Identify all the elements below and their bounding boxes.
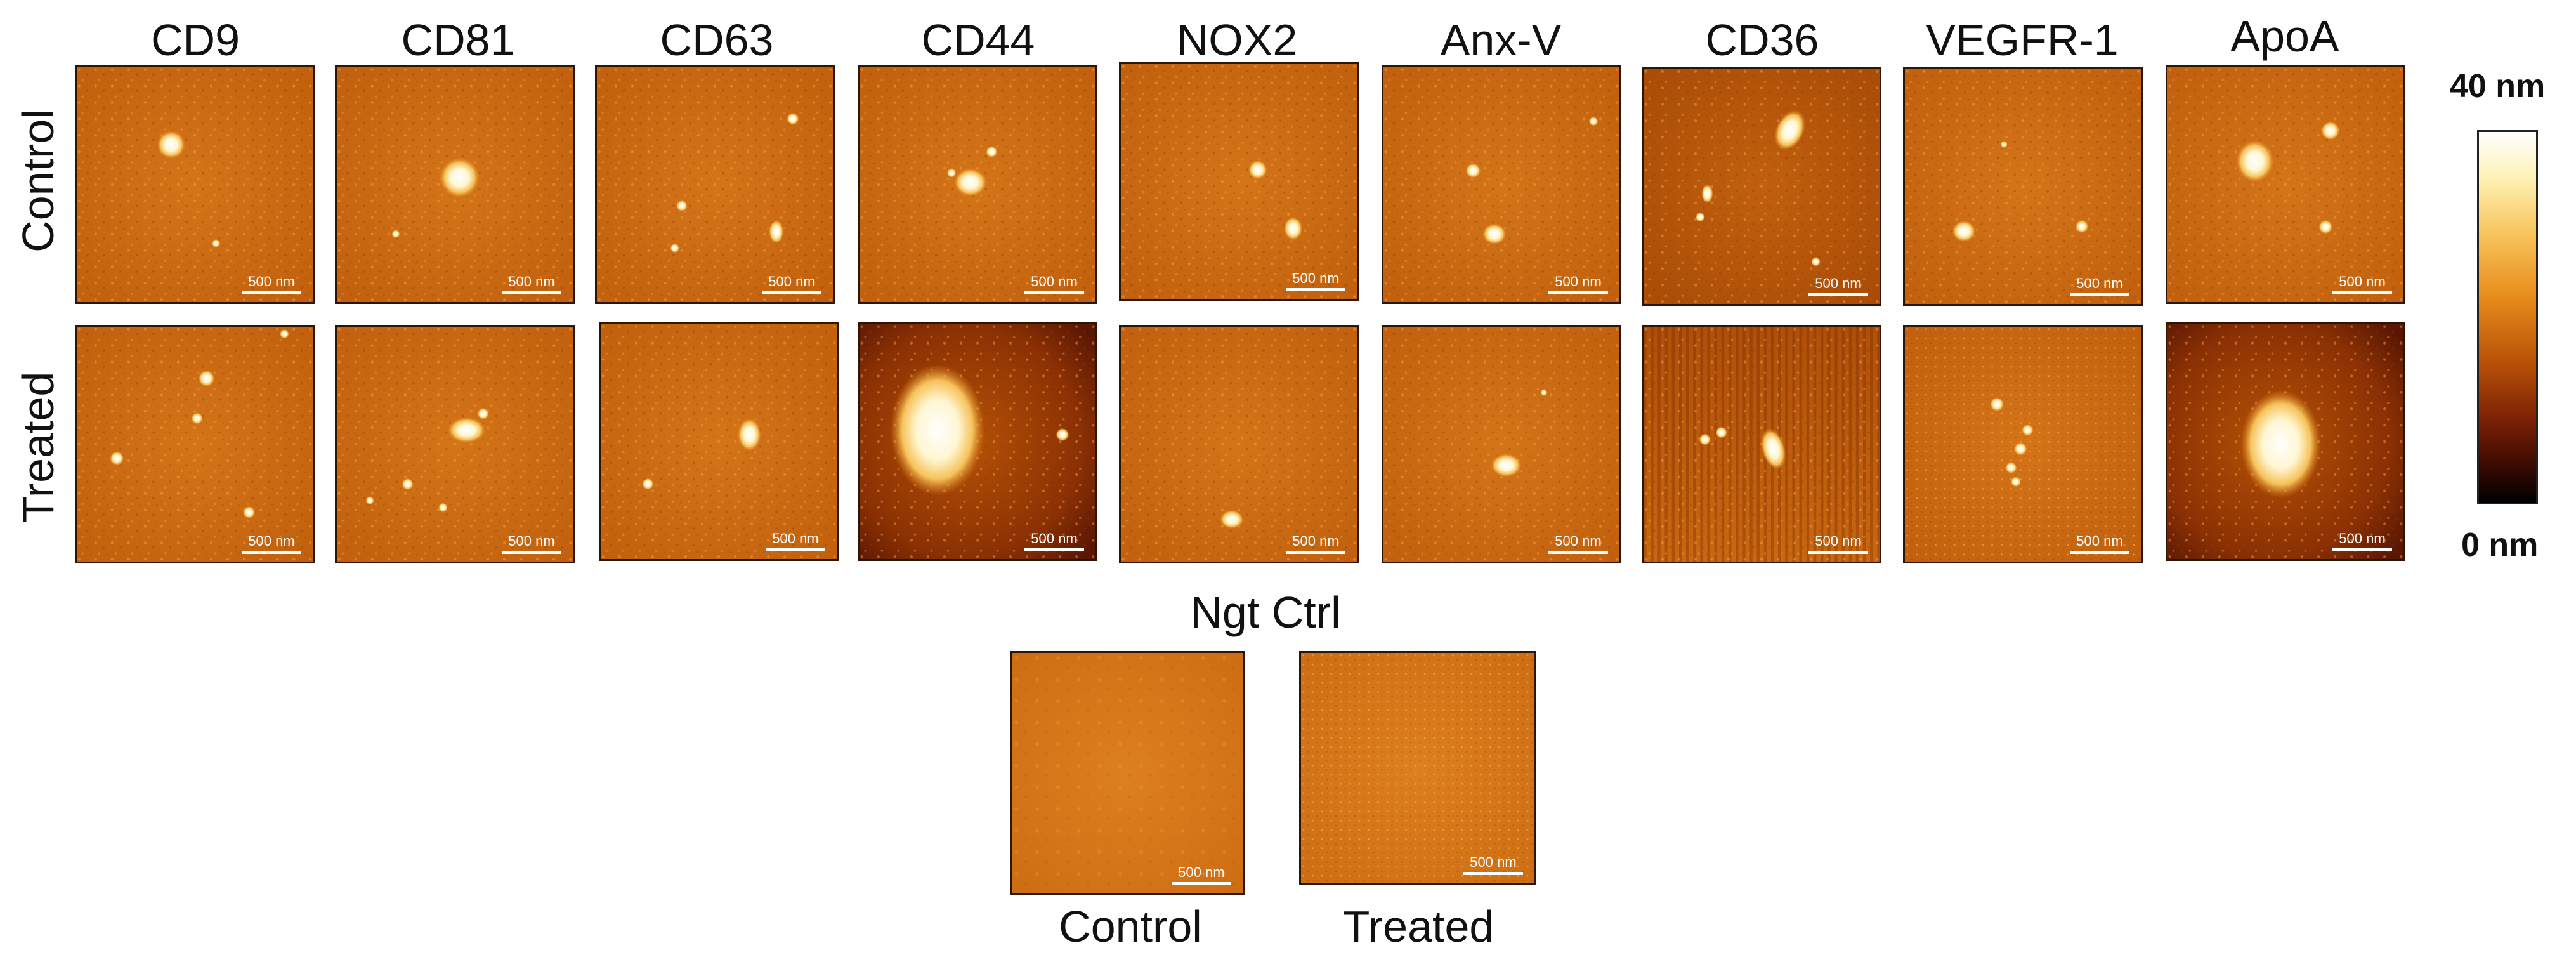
negative-control-title: Ngt Ctrl [1190, 588, 1341, 637]
afm-image-cd9-control: 500 nm [75, 65, 315, 304]
scale-bar: 500 nm [1463, 855, 1523, 875]
afm-image-cd81-control: 500 nm [335, 65, 575, 304]
colorbar-min-label: 0 nm [2461, 527, 2539, 563]
afm-image-cd81-treated: 500 nm [335, 325, 575, 563]
height-colorbar [2477, 130, 2538, 504]
column-label-vegfr-1: VEGFR-1 [1926, 15, 2119, 65]
scale-bar: 500 nm [242, 534, 301, 554]
scale-bar: 500 nm [2070, 534, 2129, 554]
column-label-cd81: CD81 [401, 15, 515, 65]
scale-bar: 500 nm [1808, 534, 1868, 554]
afm-image-anx-v-treated: 500 nm [1382, 325, 1621, 563]
afm-image-vegfr-1-treated: 500 nm [1903, 325, 2143, 563]
scale-bar: 500 nm [1548, 534, 1608, 554]
afm-image-cd44-control: 500 nm [858, 65, 1097, 304]
scale-bar: 500 nm [1024, 275, 1084, 294]
scale-bar: 500 nm [2070, 277, 2129, 296]
scale-bar: 500 nm [1286, 272, 1345, 291]
scale-bar: 500 nm [242, 275, 301, 294]
afm-image-ngt-ctrl-control: 500 nm [1010, 651, 1245, 895]
negative-control-label-treated: Treated [1342, 902, 1494, 951]
afm-image-vegfr-1-control: 500 nm [1903, 67, 2143, 306]
column-label-nox2: NOX2 [1176, 15, 1298, 65]
column-label-apoa: ApoA [2230, 11, 2339, 61]
afm-image-apoa-treated: 500 nm [2166, 322, 2405, 561]
afm-image-cd36-control: 500 nm [1642, 67, 1881, 306]
scale-bar: 500 nm [502, 534, 561, 554]
afm-image-cd36-treated: 500 nm [1642, 325, 1881, 563]
afm-image-nox2-treated: 500 nm [1119, 325, 1359, 563]
afm-image-apoa-control: 500 nm [2166, 65, 2405, 304]
column-label-anx-v: Anx-V [1440, 15, 1562, 65]
column-label-cd44: CD44 [921, 15, 1035, 65]
scale-bar: 500 nm [502, 275, 561, 294]
row-label-treated: Treated [13, 371, 63, 524]
scale-bar: 500 nm [1172, 866, 1231, 885]
afm-image-cd44-treated: 500 nm [858, 322, 1097, 561]
scale-bar: 500 nm [1548, 275, 1608, 294]
afm-image-cd63-treated: 500 nm [599, 322, 839, 561]
scale-bar: 500 nm [2332, 532, 2392, 551]
afm-image-nox2-control: 500 nm [1119, 62, 1359, 301]
scale-bar: 500 nm [1808, 277, 1868, 296]
afm-image-cd9-treated: 500 nm [75, 325, 315, 563]
colorbar-max-label: 40 nm [2450, 68, 2546, 105]
negative-control-label-control: Control [1059, 902, 1202, 951]
column-label-cd63: CD63 [660, 15, 774, 65]
scale-bar: 500 nm [1024, 532, 1084, 551]
afm-image-cd63-control: 500 nm [595, 65, 835, 304]
scale-bar: 500 nm [2332, 275, 2392, 294]
scale-bar: 500 nm [766, 532, 825, 551]
afm-image-ngt-ctrl-treated: 500 nm [1299, 651, 1536, 885]
scale-bar: 500 nm [762, 275, 821, 294]
column-label-cd36: CD36 [1705, 15, 1819, 65]
scale-bar: 500 nm [1286, 534, 1345, 554]
row-label-control: Control [13, 109, 63, 253]
afm-image-anx-v-control: 500 nm [1382, 65, 1621, 304]
column-label-cd9: CD9 [150, 15, 240, 65]
